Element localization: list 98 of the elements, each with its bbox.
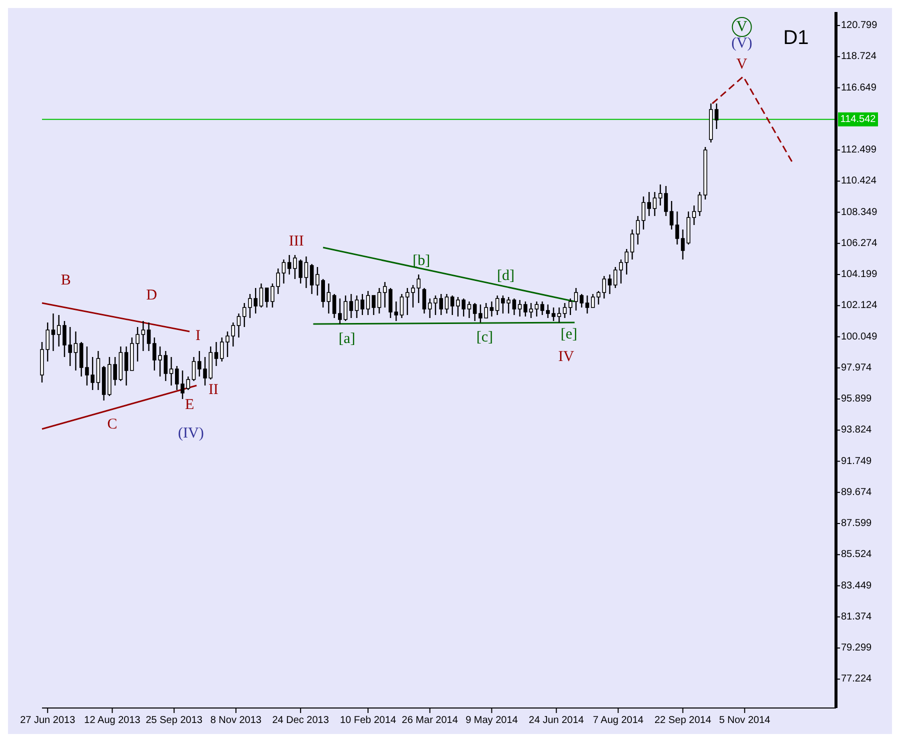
candlestick: [186, 376, 190, 391]
annotation: [e]: [560, 326, 578, 342]
candlestick: [557, 306, 562, 324]
annotation: II: [208, 382, 218, 398]
annotation: [a]: [338, 331, 356, 347]
annotation: E: [184, 397, 194, 413]
candlestick: [124, 346, 128, 386]
y-tick-label: 112.499: [841, 144, 877, 156]
candlestick: [264, 287, 269, 308]
candlestick: [534, 300, 539, 318]
candlestick: [422, 287, 426, 314]
candlestick: [79, 341, 84, 378]
candlestick: [652, 191, 657, 217]
x-tick-label: 8 Nov 2013: [210, 715, 262, 726]
candlestick: [658, 184, 662, 206]
candlestick: [377, 287, 382, 314]
candlestick: [74, 330, 78, 372]
candlestick: [490, 300, 494, 318]
candlestick: [304, 256, 308, 289]
y-tick-label: 104.199: [841, 269, 878, 280]
y-tick-label: 87.599: [841, 518, 872, 530]
y-tick-label: 91.749: [841, 456, 872, 467]
x-tick-label: 24 Dec 2013: [272, 715, 330, 726]
y-tick-label: 106.274: [841, 238, 878, 249]
candlestick: [585, 294, 590, 314]
candlestick: [608, 274, 612, 295]
candlestick: [310, 263, 314, 295]
candlestick: [512, 298, 516, 316]
ref-line-label: 114.542: [840, 114, 876, 125]
candlestick: [444, 293, 449, 314]
y-tick-label: 89.674: [841, 486, 872, 498]
x-tick-label: 24 Jun 2014: [528, 715, 584, 726]
annotation: III: [288, 234, 304, 250]
candlestick: [146, 322, 151, 352]
y-tick-label: 79.299: [841, 642, 872, 654]
y-tick-label: 95.899: [841, 394, 872, 405]
candlestick: [372, 294, 376, 316]
y-tick-label: 100.049: [841, 331, 878, 342]
y-tick-label: 118.724: [841, 51, 877, 62]
candlestick: [192, 356, 196, 382]
candlestick: [400, 293, 404, 319]
candlestick: [680, 228, 685, 260]
candlestick: [630, 228, 634, 260]
y-tick-label: 102.124: [841, 300, 878, 312]
y-tick-label: 83.449: [841, 580, 872, 592]
candlestick: [354, 294, 359, 319]
x-tick-label: 12 Aug 2013: [84, 715, 141, 726]
x-tick-label: 22 Sep 2014: [654, 715, 712, 726]
x-tick-label: 10 Feb 2014: [340, 715, 397, 726]
annotation: I: [195, 328, 200, 344]
candlestick: [164, 350, 168, 382]
y-tick-label: 108.349: [841, 206, 878, 218]
x-tick-label: 26 Mar 2014: [402, 715, 458, 726]
y-tick-label: 110.424: [841, 176, 877, 187]
candlestick: [214, 341, 218, 367]
candlestick: [562, 302, 567, 319]
candlestick: [326, 282, 331, 314]
annotation: C: [107, 416, 118, 432]
annotation: [b]: [412, 253, 430, 269]
annotation: V: [736, 56, 748, 72]
x-tick-label: 7 Aug 2014: [592, 715, 644, 726]
candlestick: [698, 191, 702, 217]
candlestick: [518, 299, 522, 318]
candlestick: [675, 210, 680, 246]
candlestick: [287, 254, 292, 276]
candlestick: [332, 293, 336, 319]
candlestick: [236, 312, 241, 338]
candlestick: [282, 258, 286, 284]
candlestick: [141, 320, 146, 352]
x-tick-label: 25 Sep 2013: [146, 715, 203, 726]
x-tick-label: 5 Nov 2014: [719, 715, 771, 726]
x-tick-label: 9 May 2014: [466, 715, 518, 726]
candlestick: [169, 356, 174, 386]
annotation: [c]: [476, 330, 493, 346]
y-tick-label: 116.649: [841, 82, 877, 94]
x-tick-label: 27 Jun 2013: [20, 715, 76, 726]
candlestick: [472, 302, 477, 322]
annotation: V: [736, 19, 748, 35]
candlestick: [540, 300, 544, 316]
y-tick-label: 93.824: [841, 424, 872, 436]
annotation: D: [146, 288, 158, 304]
candlestick: [259, 282, 264, 308]
y-tick-label: 77.224: [841, 674, 872, 685]
annotation: D1: [783, 27, 809, 49]
annotation: (V): [731, 36, 752, 52]
y-tick-label: 97.974: [841, 362, 872, 374]
annotation: IV: [558, 349, 574, 365]
candlestick: [349, 293, 354, 319]
candlestick: [96, 350, 100, 391]
candlestick: [51, 312, 56, 352]
annotation: [d]: [497, 268, 514, 284]
candlestick: [495, 294, 500, 316]
y-tick-label: 85.524: [841, 549, 872, 560]
annotation: B: [60, 272, 71, 288]
candlestick: [467, 300, 472, 319]
y-tick-label: 120.799: [841, 20, 878, 32]
annotation: (IV): [178, 426, 204, 442]
y-tick-label: 81.374: [841, 611, 872, 622]
